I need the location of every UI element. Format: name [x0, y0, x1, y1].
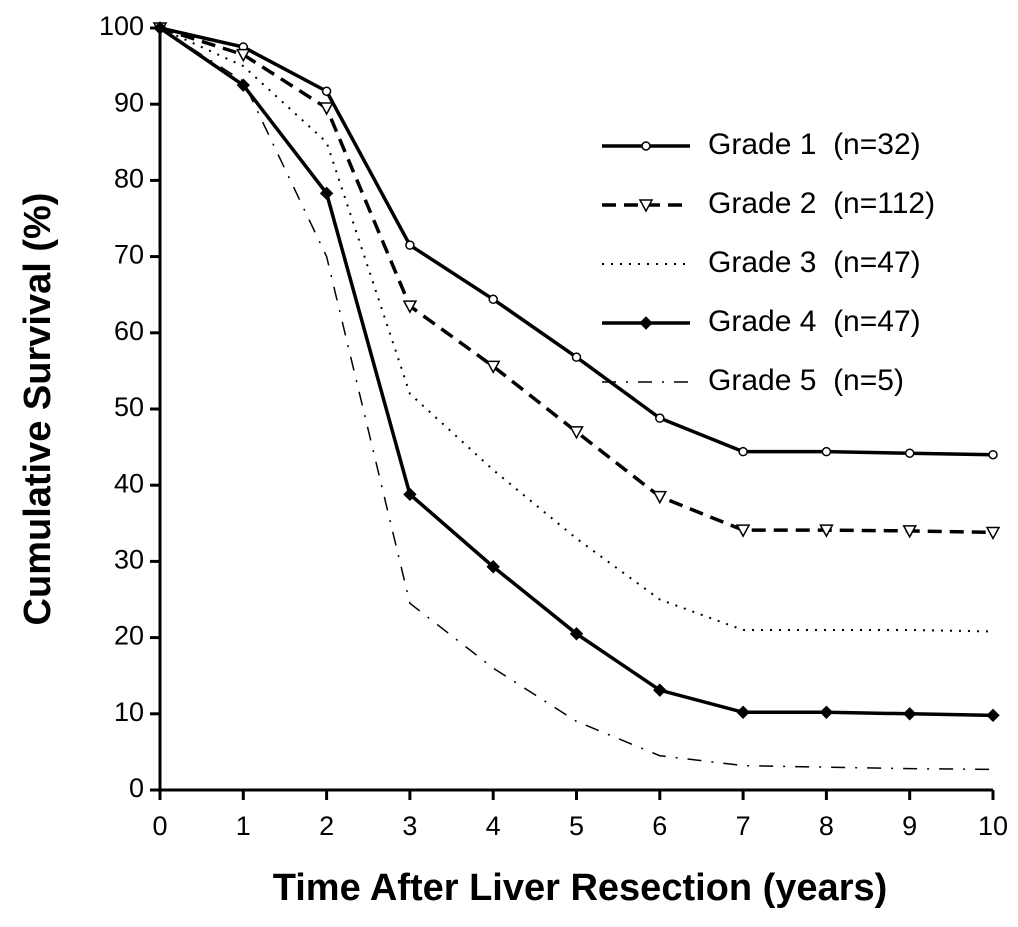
y-tick-label: 100	[99, 11, 144, 41]
marker	[736, 705, 750, 719]
marker	[738, 446, 748, 457]
marker	[485, 360, 501, 374]
marker	[236, 78, 251, 92]
marker	[403, 487, 417, 502]
marker	[638, 199, 654, 213]
marker	[821, 446, 832, 457]
x-tick-label: 7	[736, 811, 751, 841]
series-line	[159, 27, 994, 771]
marker	[902, 707, 917, 721]
series-line	[159, 26, 994, 535]
marker	[486, 560, 500, 574]
marker	[639, 316, 653, 330]
legend-label: Grade 4 (n=47)	[708, 305, 921, 338]
legend-label: Grade 1 (n=32)	[708, 128, 921, 161]
x-axis-label: Time After Liver Resection (years)	[273, 867, 888, 909]
marker	[819, 524, 834, 538]
marker	[319, 186, 334, 201]
x-tick-label: 4	[486, 811, 501, 841]
y-tick-label: 60	[114, 316, 144, 346]
y-tick-label: 30	[114, 545, 144, 575]
x-tick-label: 1	[236, 811, 251, 841]
legend-label: Grade 2 (n=112)	[708, 187, 935, 220]
y-tick-label: 0	[129, 773, 144, 803]
marker	[236, 48, 251, 63]
marker	[488, 294, 498, 305]
y-tick-label: 10	[114, 697, 144, 727]
marker	[402, 300, 418, 314]
marker	[653, 683, 667, 697]
y-tick-label: 40	[114, 468, 144, 498]
x-tick-label: 6	[652, 811, 667, 841]
x-tick-label: 2	[319, 811, 334, 841]
legend-label: Grade 3 (n=47)	[708, 246, 921, 279]
y-tick-label: 90	[114, 87, 144, 117]
marker	[321, 86, 332, 96]
y-tick-label: 50	[114, 392, 144, 422]
marker	[904, 448, 915, 458]
marker	[569, 627, 584, 641]
x-tick-label: 9	[902, 811, 917, 841]
x-tick-label: 8	[819, 811, 834, 841]
marker	[319, 102, 334, 116]
marker	[735, 524, 751, 538]
marker	[655, 413, 665, 423]
x-tick-label: 3	[402, 811, 417, 841]
y-axis-label: Cumulative Survival (%)	[17, 193, 59, 626]
marker	[405, 240, 415, 250]
y-tick-label: 20	[114, 621, 144, 651]
marker	[902, 525, 917, 539]
legend-label: Grade 5 (n=5)	[708, 364, 904, 397]
x-tick-label: 5	[569, 811, 584, 841]
marker	[571, 352, 582, 362]
marker	[988, 449, 998, 460]
y-tick-label: 80	[114, 164, 144, 194]
y-tick-label: 70	[114, 240, 144, 270]
marker	[641, 141, 651, 151]
marker	[985, 526, 1001, 541]
x-tick-label: 0	[152, 811, 167, 841]
marker	[819, 705, 834, 719]
marker	[652, 490, 668, 505]
marker	[986, 708, 1000, 723]
x-tick-label: 10	[978, 811, 1008, 841]
marker	[569, 426, 584, 440]
